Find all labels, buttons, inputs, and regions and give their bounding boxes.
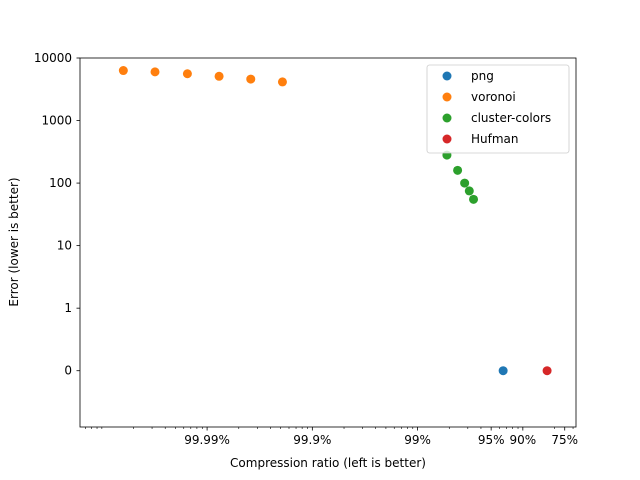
data-point-Hufman	[542, 366, 552, 376]
x-tick-label: 99%	[404, 433, 431, 447]
x-tick-label: 99.99%	[184, 433, 230, 447]
x-axis-label: Compression ratio (left is better)	[230, 456, 426, 470]
y-tick-label: 10000	[34, 51, 72, 65]
legend-marker-voronoi	[442, 92, 452, 102]
data-point-voronoi	[182, 69, 192, 79]
data-point-voronoi	[246, 74, 256, 84]
x-tick-label: 99.9%	[293, 433, 331, 447]
y-tick-label: 1	[64, 301, 72, 315]
legend: png voronoi cluster-colors Hufman	[426, 64, 570, 154]
plot-area: 99.99% 99.9% 99% 95% 90% 75% 0 1 10 100 1000 10000	[34, 51, 578, 447]
legend-box	[426, 64, 570, 154]
axes-frame	[79, 57, 577, 428]
data-point-cluster-colors	[469, 194, 479, 204]
legend-marker-cluster-colors	[442, 113, 452, 123]
y-tick-label: 10	[57, 239, 72, 253]
y-tick-label: 0	[64, 364, 72, 378]
y-tick-label: 100	[49, 176, 72, 190]
x-tick-label: 95%	[478, 433, 505, 447]
data-point-voronoi	[150, 67, 160, 77]
y-axis-label: Error (lower is better)	[7, 177, 21, 306]
x-tick-label: 75%	[551, 433, 578, 447]
legend-label-cluster-colors: cluster-colors	[471, 111, 551, 125]
data-point-voronoi	[277, 77, 287, 87]
y-tick-label: 1000	[41, 114, 72, 128]
data-point-cluster-colors	[460, 178, 470, 188]
data-point-cluster-colors	[464, 186, 474, 196]
data-point-png	[498, 366, 508, 376]
data-point-voronoi	[214, 71, 224, 81]
data-point-voronoi	[118, 66, 128, 76]
legend-label-png: png	[471, 69, 494, 83]
legend-label-voronoi: voronoi	[471, 90, 516, 104]
data-point-cluster-colors	[453, 165, 463, 175]
legend-marker-png	[442, 71, 452, 81]
legend-label-Hufman: Hufman	[471, 132, 519, 146]
legend-marker-Hufman	[442, 134, 452, 144]
x-tick-label: 90%	[509, 433, 536, 447]
